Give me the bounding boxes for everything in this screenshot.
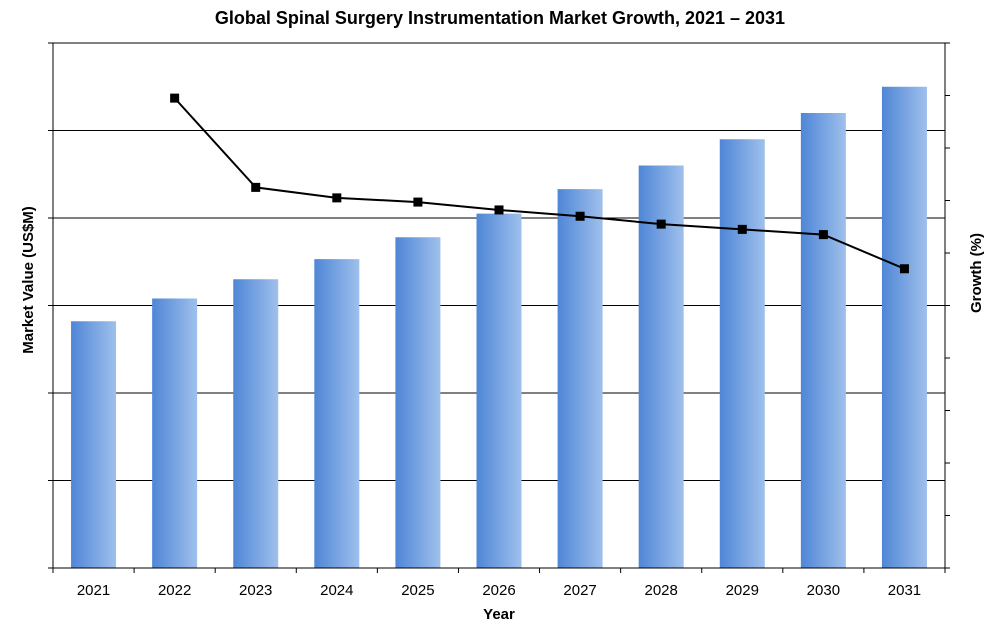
x-tick-label: 2026 [482,582,515,599]
x-tick-label: 2024 [320,582,353,599]
axis-ticks [48,42,950,573]
x-tick-label: 2028 [644,582,677,599]
x-axis-title: Year [483,606,515,623]
x-tick-label: 2027 [563,582,596,599]
bar-2027 [557,189,603,568]
y-axis-title: Market Value (US$M) [20,206,37,354]
growth-marker-2030 [818,230,828,240]
chart-title: Global Spinal Surgery Instrumentation Ma… [215,8,785,28]
growth-marker-2022 [170,93,180,103]
bar-2031 [881,86,927,568]
bar-2026 [476,213,522,568]
growth-series [170,93,909,274]
bar-2023 [233,279,279,568]
x-tick-label: 2025 [401,582,434,599]
y2-axis-title: Growth (%) [968,233,985,313]
bar-2021 [71,321,117,568]
bar-2029 [719,139,765,568]
x-tick-label: 2031 [888,582,921,599]
x-tick-labels: 2021 2022 2023 2024 2025 2026 2027 2028 2029 2030… [77,582,921,599]
x-tick-label: 2022 [158,582,191,599]
x-tick-label: 2030 [807,582,840,599]
x-tick-label: 2029 [726,582,759,599]
x-tick-label: 2023 [239,582,272,599]
bar-2028 [638,165,684,568]
growth-marker-2024 [332,193,342,203]
bar-2025 [395,237,441,568]
growth-marker-2025 [413,197,423,207]
growth-marker-2027 [575,211,585,221]
growth-marker-2031 [899,264,909,274]
growth-marker-2029 [737,224,747,234]
bar-2030 [800,113,846,568]
x-tick-label: 2021 [77,582,110,599]
growth-marker-2026 [494,205,504,215]
growth-marker-2023 [251,182,261,192]
growth-marker-2028 [656,219,666,229]
growth-line [173,97,905,270]
bar-2024 [314,259,360,568]
bar-2022 [152,298,198,568]
bar-series [71,86,927,568]
